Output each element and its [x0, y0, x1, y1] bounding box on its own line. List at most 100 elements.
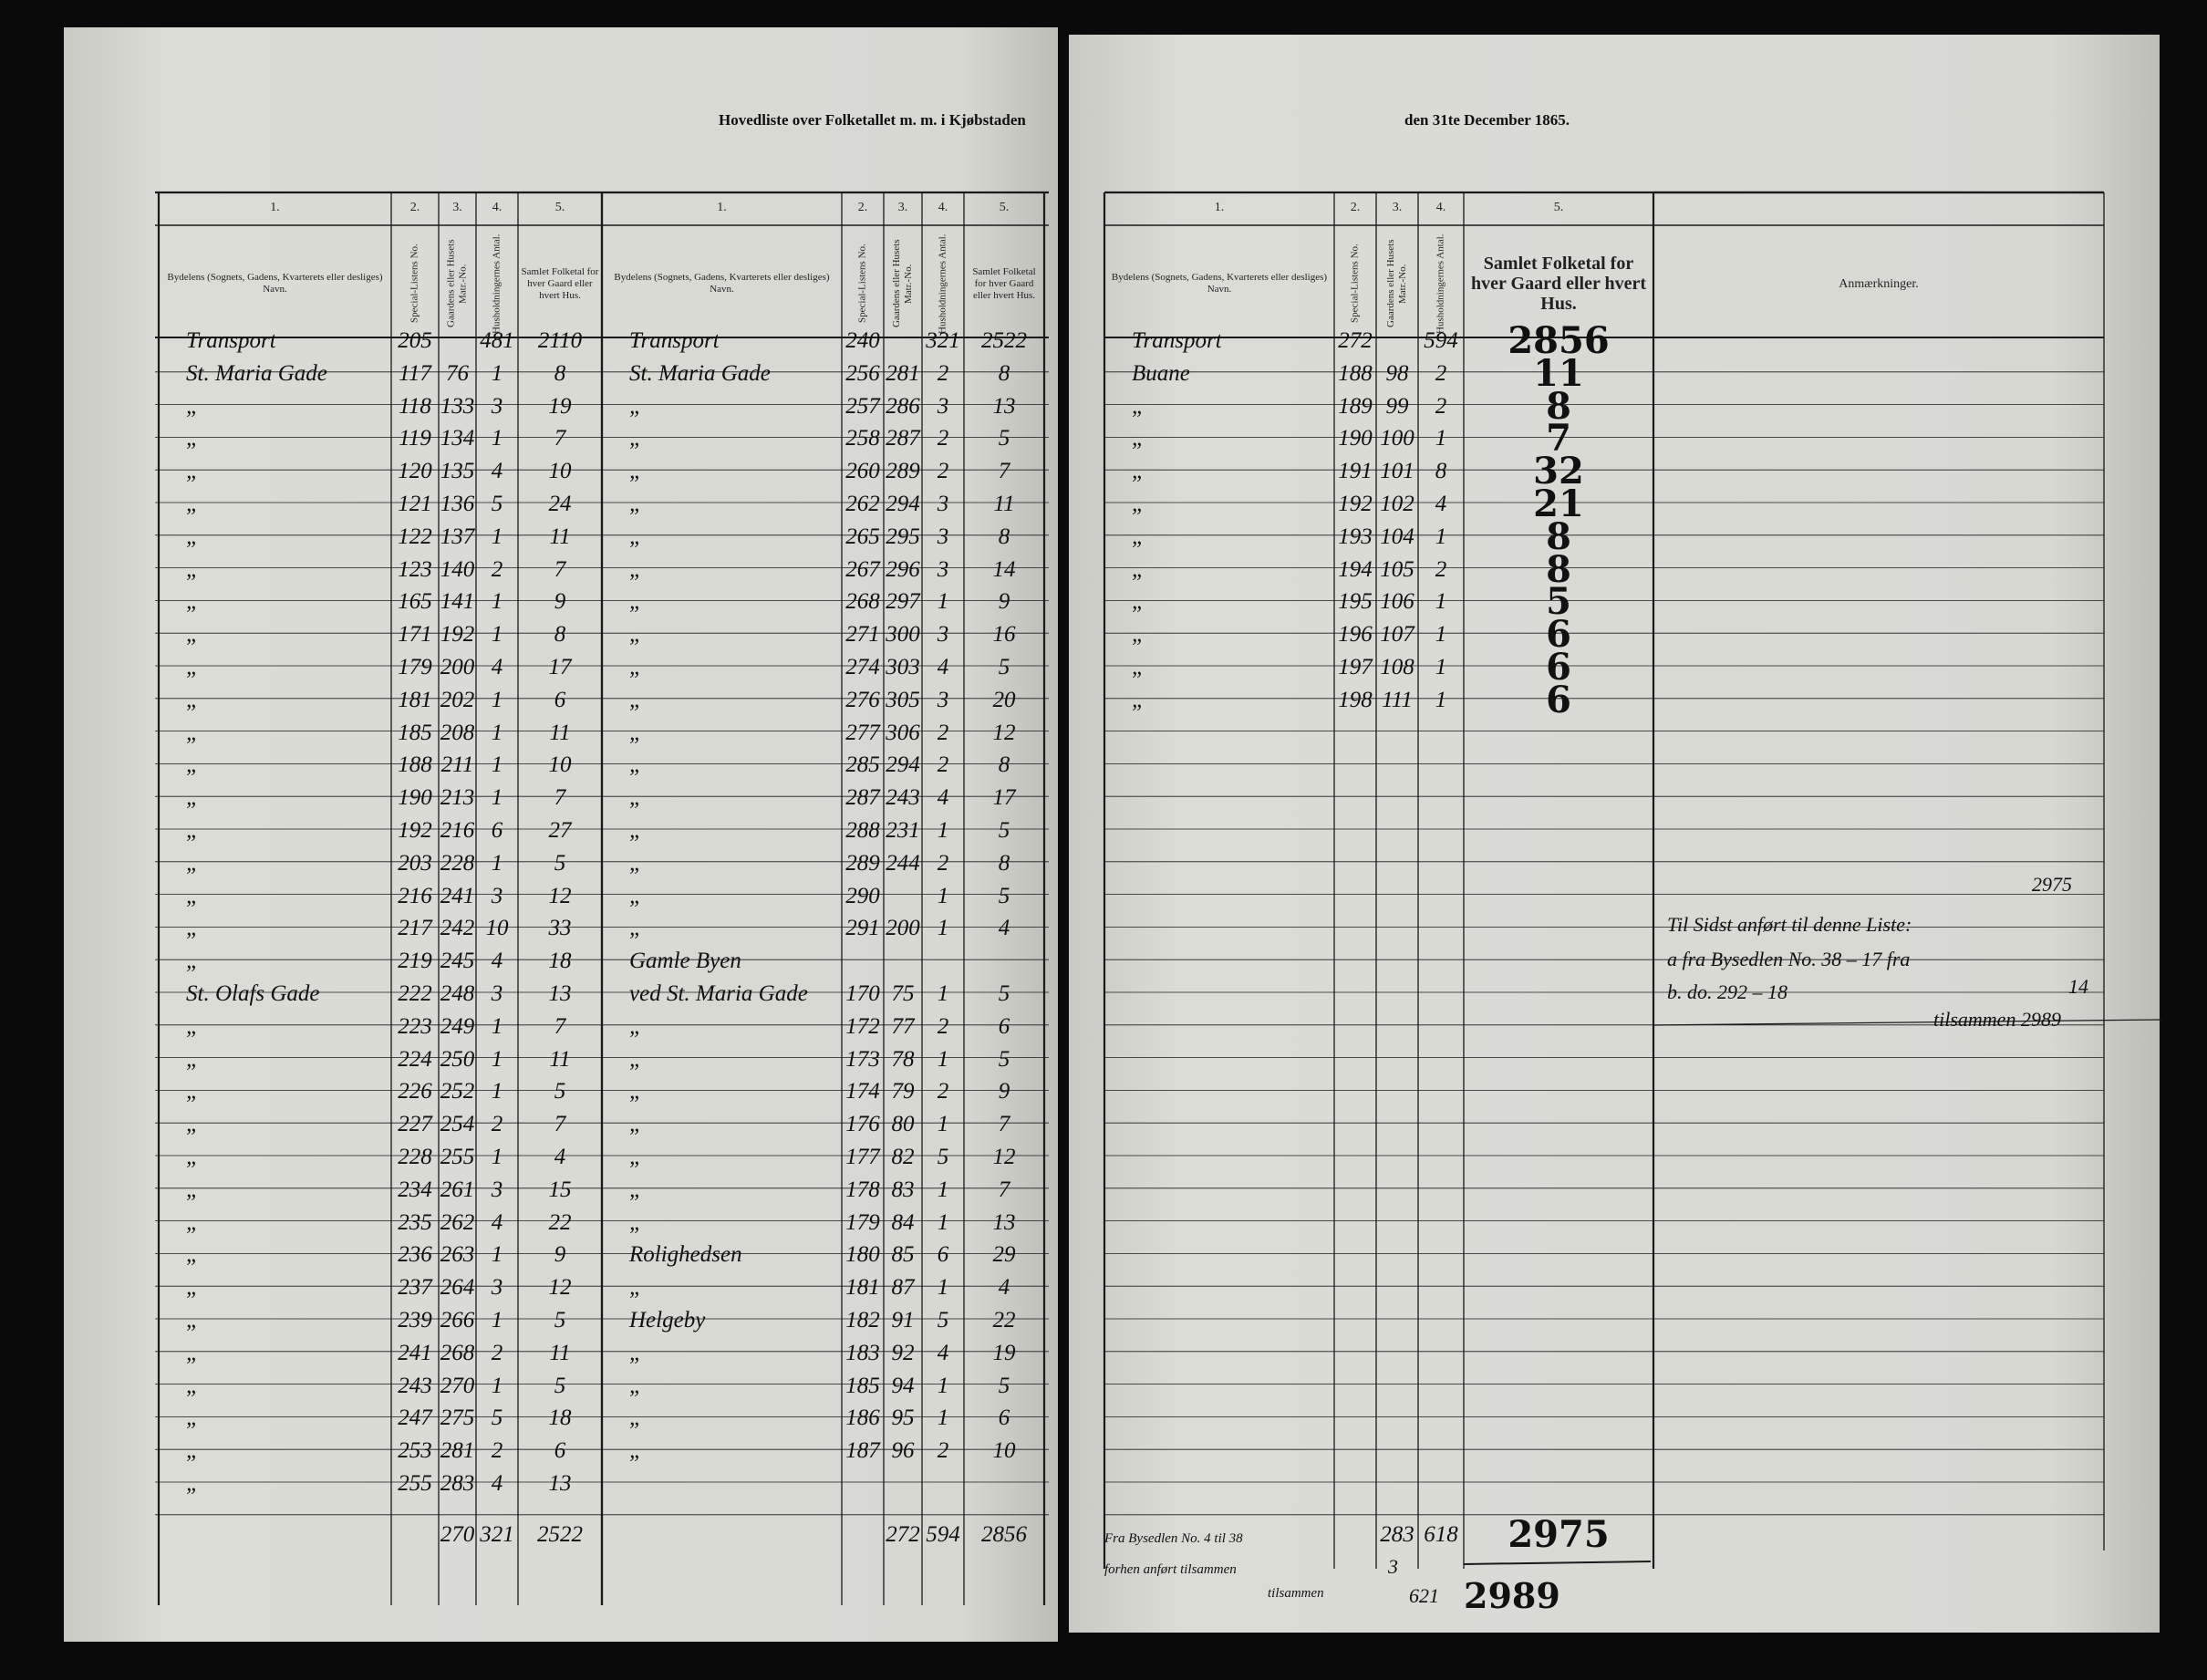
place-name: „ — [186, 1112, 199, 1137]
cell-number: 189 — [1338, 393, 1373, 419]
place-name: „ — [186, 426, 199, 451]
cell-number: 271 — [845, 622, 880, 648]
cell-number: 2856 — [981, 1521, 1027, 1547]
place-name: „ — [629, 883, 642, 908]
cell-number: 99 — [1385, 393, 1409, 419]
cell-number: 118 — [399, 393, 431, 419]
cell-number: 79 — [891, 1079, 915, 1104]
cell-number: 11 — [549, 524, 571, 549]
cell-number: 1 — [937, 1405, 949, 1431]
cell-number: 179 — [845, 1209, 880, 1235]
cell-number: 263 — [440, 1242, 475, 1268]
cell-number: 134 — [440, 426, 475, 451]
cell-number: 172 — [845, 1013, 880, 1039]
cell-number: 101 — [1380, 459, 1414, 484]
cell-number: 305 — [886, 687, 920, 712]
title-left: Hovedliste over Folketallet m. m. i Kjøb… — [719, 111, 1026, 129]
place-name: „ — [186, 459, 199, 484]
cell-number: 179 — [398, 655, 432, 679]
place-name: „ — [186, 752, 199, 778]
column-header: Gaardens eller Husets Matr.-No. — [891, 239, 914, 328]
place-name: „ — [186, 1209, 199, 1235]
cell-number: 594 — [926, 1521, 960, 1547]
cell-number: 260 — [845, 459, 880, 484]
cell-number: 205 — [398, 328, 432, 353]
summary-note: tilsammen — [1268, 1586, 1324, 1601]
cell-number: 2 — [937, 850, 949, 876]
cell-number: 4 — [937, 785, 949, 811]
column-header: Husholdningernes Antal. — [491, 233, 503, 334]
cell-number: 265 — [845, 524, 880, 549]
place-name: ved St. Maria Gade — [629, 981, 808, 1006]
cell-number: 2 — [937, 459, 949, 484]
cell-number: 250 — [440, 1046, 475, 1072]
cell-number: 295 — [886, 524, 920, 549]
cell-number: 198 — [1338, 687, 1373, 712]
cell-number: 4 — [998, 916, 1010, 941]
place-name: „ — [629, 1373, 642, 1398]
cell-number: 16 — [992, 622, 1016, 648]
cell-number: 244 — [886, 850, 920, 876]
cell-number: 186 — [845, 1405, 880, 1431]
cell-number: 254 — [440, 1112, 475, 1137]
cell-number: 177 — [845, 1145, 880, 1169]
column-number: 1. — [270, 201, 280, 214]
cell-number: 276 — [845, 687, 880, 712]
cell-number: 12 — [548, 1275, 572, 1301]
cell-number: 8 — [998, 360, 1010, 386]
cell-number: 240 — [845, 328, 880, 353]
cell-number: 1 — [491, 524, 503, 549]
place-name: Rolighedsen — [629, 1242, 742, 1268]
cell-number: 3 — [937, 556, 949, 582]
cell-number: 2 — [1435, 556, 1447, 582]
cell-number: 108 — [1380, 655, 1414, 679]
summary-value: 2989 — [1464, 1575, 1560, 1616]
cell-number: 1 — [937, 1373, 949, 1398]
annotation: b. do. 292 – 18 — [1667, 980, 1787, 1003]
place-name: „ — [186, 1079, 199, 1104]
cell-number: 119 — [399, 426, 431, 451]
cell-number: 192 — [398, 818, 432, 843]
column-number: 4. — [938, 201, 948, 214]
cell-number: 2 — [937, 1013, 949, 1039]
cell-number: 4 — [937, 1340, 949, 1365]
cell-number: 102 — [1380, 492, 1414, 516]
cell-number: 4 — [491, 459, 503, 484]
cell-number: 213 — [440, 785, 475, 811]
place-name: „ — [629, 785, 642, 811]
cell-number: 216 — [398, 883, 432, 908]
column-header: Bydelens (Sognets, Gadens, Kvarterets el… — [167, 272, 383, 295]
column-header: Samlet Folketal for hver Gaard eller hve… — [1471, 254, 1646, 314]
place-name: „ — [1132, 459, 1145, 484]
cell-number: 106 — [1380, 589, 1414, 615]
column-header: Samlet Folketal for hver Gaard eller hve… — [972, 265, 1036, 301]
place-name: „ — [629, 916, 642, 941]
column-header: Special-Listens No. — [409, 244, 420, 324]
place-name: „ — [629, 818, 642, 843]
place-name: „ — [1132, 622, 1145, 648]
cell-number: 5 — [998, 1373, 1010, 1398]
cell-number: 137 — [440, 524, 475, 549]
column-header: Special-Listens No. — [856, 244, 868, 324]
cell-number: 15 — [548, 1177, 572, 1202]
place-name: „ — [186, 949, 199, 974]
cell-number: 8 — [554, 622, 566, 648]
cell-number: 10 — [992, 1438, 1016, 1464]
cell-number: 1 — [937, 1177, 949, 1202]
cell-number: 1 — [937, 1046, 949, 1072]
cell-number: 1 — [491, 752, 503, 778]
cell-number: 27 — [548, 818, 572, 843]
cell-number: 1 — [491, 687, 503, 712]
cell-number: 5 — [998, 426, 1010, 451]
cell-number: 135 — [440, 459, 475, 484]
cell-number: 1 — [491, 622, 503, 648]
cell-number: 1 — [937, 818, 949, 843]
cell-number: 187 — [845, 1438, 880, 1464]
cell-number: 11 — [549, 1340, 571, 1365]
cell-number: 12 — [548, 883, 572, 908]
cell-number: 594 — [1424, 328, 1458, 353]
cell-number: 1 — [491, 360, 503, 386]
cell-number: 171 — [398, 622, 432, 648]
cell-number: 5 — [554, 1079, 566, 1104]
left-page — [64, 27, 1058, 1642]
